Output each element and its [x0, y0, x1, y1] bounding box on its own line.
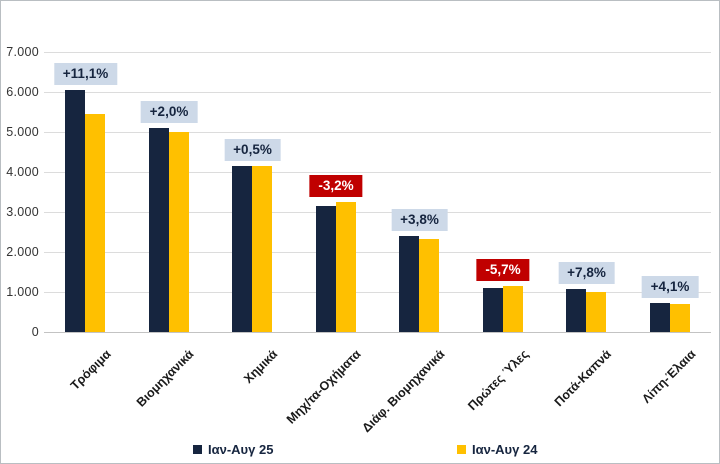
y-axis-tick-label: 4.000 — [6, 165, 39, 179]
y-axis-tick-label: 3.000 — [6, 205, 39, 219]
bar-ian-aug-24 — [85, 114, 105, 332]
change-badge: +0,5% — [224, 138, 281, 161]
bar-ian-aug-25 — [649, 302, 670, 332]
change-badge: +11,1% — [53, 63, 118, 85]
y-axis-tick-label: 1.000 — [6, 285, 39, 299]
legend-item-ian-aug-24: Ιαν-Αυγ 24 — [457, 441, 537, 457]
gridline — [44, 172, 711, 173]
bar-ian-aug-25 — [65, 90, 85, 332]
x-axis-category-label: Πρώτες Ύλες — [464, 347, 531, 414]
y-axis-tick-label: 6.000 — [6, 85, 39, 99]
change-badge: +4,1% — [641, 275, 699, 298]
bar-ian-aug-24 — [419, 239, 439, 332]
x-axis-category-label: Χημικά — [241, 347, 281, 387]
change-badge: +3,8% — [391, 208, 448, 231]
change-badge: -5,7% — [476, 258, 530, 281]
x-axis-category-label: Βιομηχανικά — [134, 347, 197, 410]
bar-ian-aug-25 — [566, 289, 586, 332]
legend-label: Ιαν-Αυγ 25 — [208, 441, 274, 457]
x-axis-category-label: Ποτά-Καπνά — [552, 347, 615, 410]
gridline — [44, 92, 711, 93]
x-axis-category-label: Διάφ. Βιομηχανικά — [359, 347, 448, 436]
gridline — [44, 292, 711, 293]
bar-ian-aug-24 — [502, 285, 523, 332]
bar-ian-aug-25 — [399, 235, 419, 332]
gridline — [44, 52, 711, 53]
y-axis-tick-label: 2.000 — [6, 245, 39, 259]
legend-swatch-yellow — [457, 444, 466, 454]
y-axis-tick-label: 7.000 — [6, 45, 39, 59]
bar-ian-aug-24 — [669, 304, 690, 332]
y-axis-tick-label: 5.000 — [6, 125, 39, 139]
change-badge: -3,2% — [309, 174, 363, 197]
bar-ian-aug-24 — [586, 292, 606, 332]
bar-ian-aug-24 — [168, 132, 189, 332]
y-axis-tick-label: 0 — [31, 325, 39, 339]
legend-label: Ιαν-Αυγ 24 — [472, 441, 538, 457]
bar-ian-aug-25 — [148, 128, 169, 332]
x-axis-line — [44, 332, 711, 333]
bar-ian-aug-24 — [335, 201, 356, 332]
bar-ian-aug-25 — [232, 165, 252, 332]
x-axis-category-label: Τρόφιμα — [67, 347, 114, 393]
bar-ian-aug-25 — [315, 206, 336, 332]
x-axis-category-label: Μηχ/τα-Οχήματα — [284, 347, 364, 427]
legend-item-ian-aug-25: Ιαν-Αυγ 25 — [193, 441, 273, 457]
change-badge: +7,8% — [558, 262, 615, 285]
change-badge: +2,0% — [140, 101, 198, 124]
legend-swatch-navy — [193, 444, 202, 454]
bar-ian-aug-25 — [482, 288, 503, 332]
gridline — [44, 252, 711, 253]
bar-ian-aug-24 — [252, 166, 272, 332]
gridline — [44, 212, 711, 213]
gridline — [44, 132, 711, 133]
x-axis-category-label: Λίπη-Έλαια — [638, 347, 698, 407]
